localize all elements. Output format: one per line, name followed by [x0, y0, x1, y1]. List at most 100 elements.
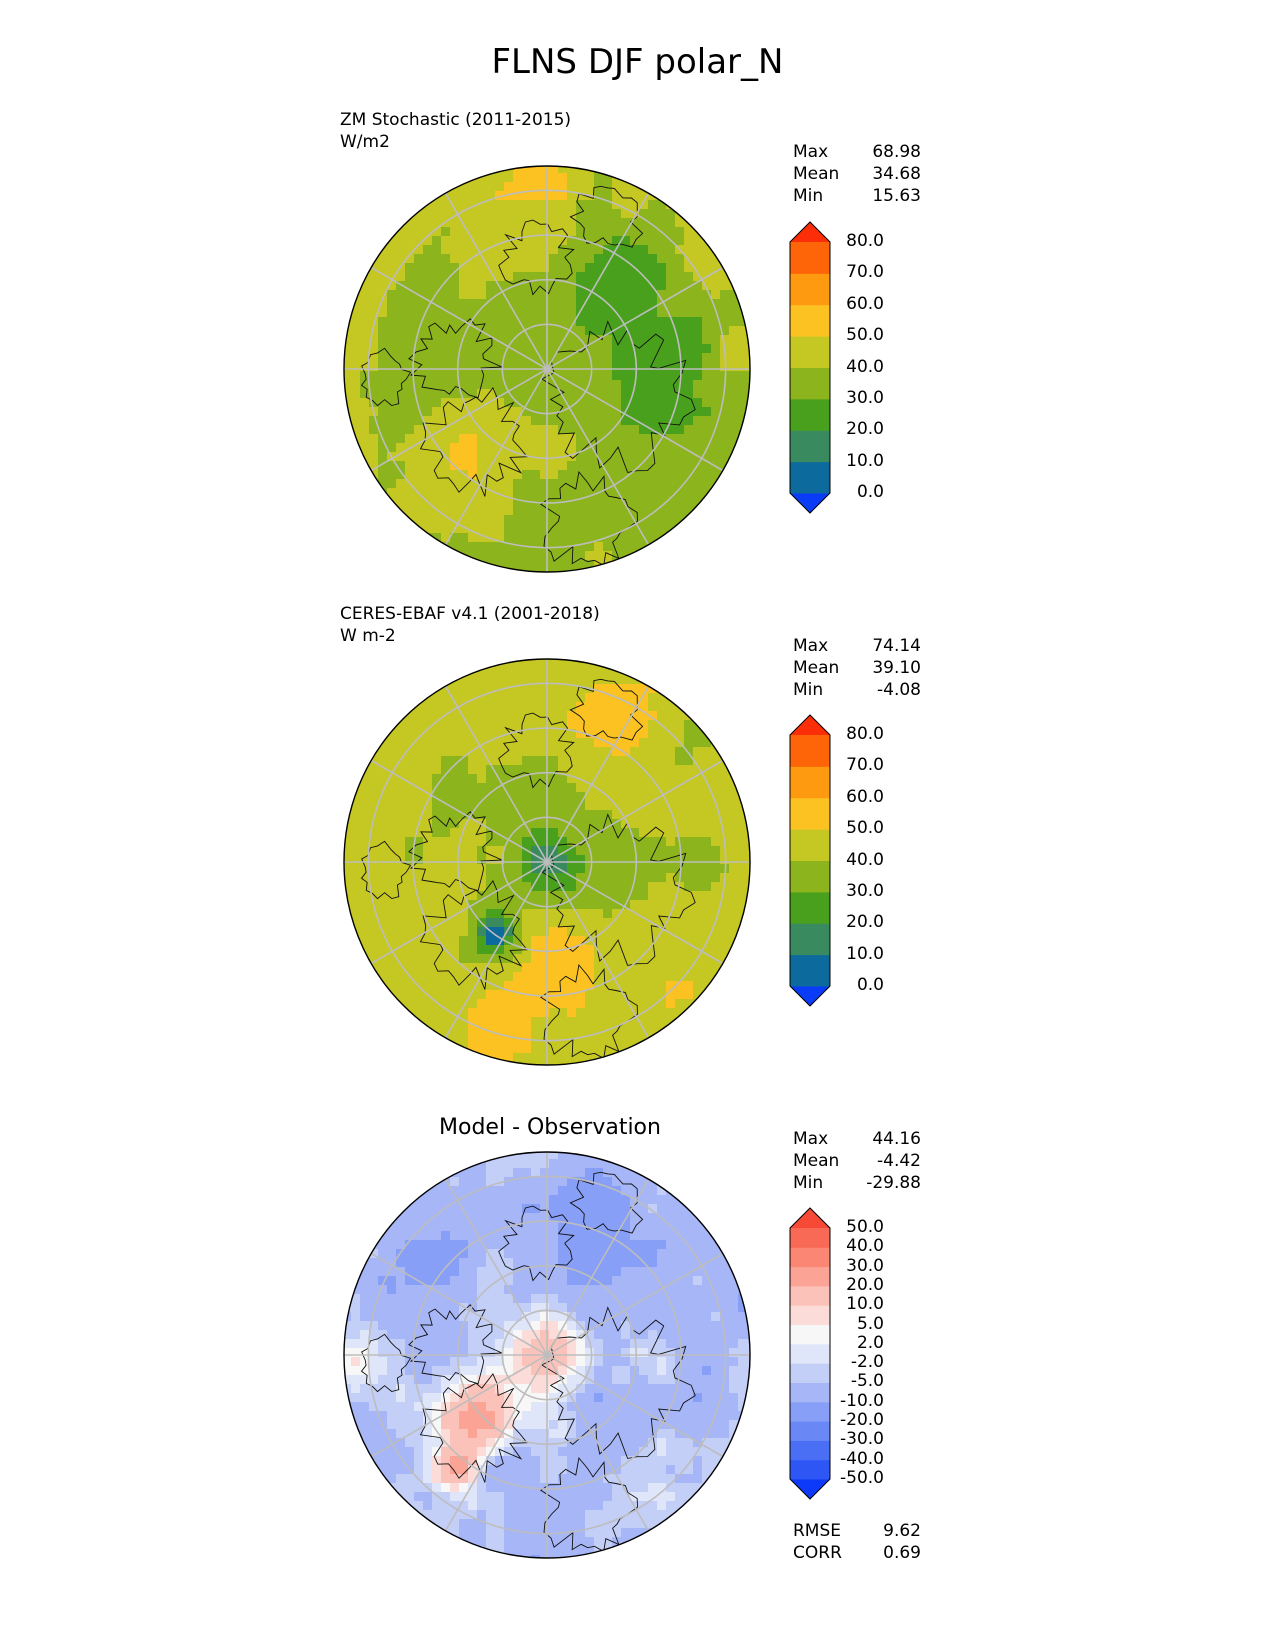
colorbar-tick-label: -5.0	[850, 1371, 884, 1392]
colorbar-tick-label: 50.0	[846, 1217, 884, 1237]
colorbar-segment	[790, 1305, 830, 1326]
colorbar-segment	[790, 1459, 830, 1480]
coastlines	[360, 1171, 696, 1553]
colorbar-segment	[790, 735, 830, 767]
polar-map-difference	[343, 1151, 751, 1559]
colorbar-outline	[789, 714, 831, 1007]
colorbar-segment	[790, 766, 830, 799]
colorbar-segment	[790, 891, 830, 924]
colorbar-extend-max	[790, 715, 830, 735]
colorbar-segment	[790, 923, 830, 956]
panel2-stats: Max 74.14 Mean 39.10 Min -4.08	[793, 635, 921, 701]
colorbar-segment	[790, 1421, 830, 1441]
colorbar-segment	[790, 304, 830, 337]
panel1-units: W/m2	[340, 132, 390, 152]
colorbar-segment	[790, 954, 830, 987]
metric-rmse-row: RMSE 9.62	[793, 1520, 921, 1542]
stat-label: Mean	[793, 1151, 840, 1171]
polar-map-test	[343, 165, 751, 573]
stat-label: Mean	[793, 164, 840, 184]
colorbar-tick-label: 10.0	[846, 1294, 884, 1315]
colorbar-segment	[790, 398, 830, 431]
colorbar-diff	[789, 1207, 831, 1500]
stat-label: Mean	[793, 658, 840, 678]
colorbar-segment	[790, 1247, 830, 1268]
colorbar-tick-label: 30.0	[846, 387, 884, 408]
stat-min-row: Min -4.08	[793, 679, 921, 701]
colorbar-tick-label: 30.0	[846, 880, 884, 901]
colorbar-segment	[790, 242, 830, 274]
stat-max-row: Max 68.98	[793, 141, 921, 163]
colorbar-tick-label: 80.0	[846, 724, 884, 744]
colorbar-outline	[789, 221, 831, 514]
colorbar-segment	[790, 1285, 830, 1306]
colorbar-tick-label: -50.0	[840, 1468, 884, 1488]
stat-value: 15.63	[872, 186, 921, 206]
colorbar-segment	[790, 1228, 830, 1248]
colorbar-tick-label: 60.0	[846, 293, 884, 314]
graticule	[344, 659, 750, 1065]
stat-value: 74.14	[872, 636, 921, 656]
colorbar-segment	[790, 430, 830, 463]
stat-mean-row: Mean -4.42	[793, 1150, 921, 1172]
colorbar-tick-label: 20.0	[846, 419, 884, 440]
stat-min-row: Min 15.63	[793, 185, 921, 207]
stat-max-row: Max 74.14	[793, 635, 921, 657]
stat-value: -29.88	[866, 1173, 921, 1193]
colorbar-tick-label: 50.0	[846, 818, 884, 839]
figure-title: FLNS DJF polar_N	[491, 42, 784, 82]
stat-value: 34.68	[872, 164, 921, 184]
panel1-stats: Max 68.98 Mean 34.68 Min 15.63	[793, 141, 921, 207]
stat-value: 68.98	[872, 142, 921, 162]
stat-label: Max	[793, 1129, 829, 1149]
metric-value: 0.69	[883, 1543, 921, 1563]
colorbar-main-1	[789, 221, 831, 514]
colorbar-extend-max	[790, 1208, 830, 1228]
colorbar-tick-label: 20.0	[846, 912, 884, 933]
stat-label: Max	[793, 636, 829, 656]
colorbar-segment	[790, 1382, 830, 1403]
colorbar-tick-label: 40.0	[846, 1236, 884, 1257]
colorbar-segment	[790, 1440, 830, 1461]
stat-label: Min	[793, 1173, 824, 1193]
colorbar-extend-min	[790, 986, 830, 1006]
colorbar-tick-label: 40.0	[846, 849, 884, 870]
panel3-stats: Max 44.16 Mean -4.42 Min -29.88	[793, 1128, 921, 1194]
colorbar-tick-label: -10.0	[840, 1390, 884, 1411]
stat-label: Min	[793, 186, 824, 206]
stat-min-row: Min -29.88	[793, 1172, 921, 1194]
colorbar-tick-label: 80.0	[846, 231, 884, 251]
panel2-units: W m-2	[340, 626, 396, 646]
stat-value: -4.42	[877, 1151, 921, 1171]
colorbar-extend-min	[790, 1479, 830, 1499]
colorbar-outline	[789, 1207, 831, 1500]
colorbar-segment	[790, 1401, 830, 1422]
stat-max-row: Max 44.16	[793, 1128, 921, 1150]
stat-value: 44.16	[872, 1129, 921, 1149]
colorbar-tick-label: 10.0	[846, 450, 884, 471]
metric-label: CORR	[793, 1543, 842, 1563]
colorbar-tick-label: 30.0	[846, 1255, 884, 1276]
colorbar-tick-label: 50.0	[846, 325, 884, 346]
panel3-title: Model - Observation	[439, 1115, 661, 1140]
colorbar-segment	[790, 1266, 830, 1287]
panel2-title: CERES-EBAF v4.1 (2001-2018)	[340, 604, 600, 624]
colorbar-tick-label: -2.0	[850, 1352, 884, 1373]
colorbar-tick-label: 40.0	[846, 356, 884, 377]
colorbar-segment	[790, 461, 830, 494]
colorbar-tick-label: -40.0	[840, 1448, 884, 1469]
colorbar-segment	[790, 1343, 830, 1364]
panel1-title: ZM Stochastic (2011-2015)	[340, 110, 572, 130]
colorbar-tick-label: 70.0	[846, 262, 884, 283]
colorbar-tick-label: 0.0	[856, 482, 884, 502]
colorbar-tick-label: 10.0	[846, 943, 884, 964]
colorbar-segment	[790, 336, 830, 368]
panel3-metrics: RMSE 9.62 CORR 0.69	[793, 1520, 921, 1564]
colorbar-tick-label: -30.0	[840, 1429, 884, 1450]
colorbar-tick-label: 2.0	[856, 1332, 884, 1353]
stat-mean-row: Mean 39.10	[793, 657, 921, 679]
colorbar-extend-min	[790, 493, 830, 513]
colorbar-tick-label: 0.0	[856, 975, 884, 995]
stat-label: Max	[793, 142, 829, 162]
colorbar-tick-label: 5.0	[856, 1313, 884, 1334]
